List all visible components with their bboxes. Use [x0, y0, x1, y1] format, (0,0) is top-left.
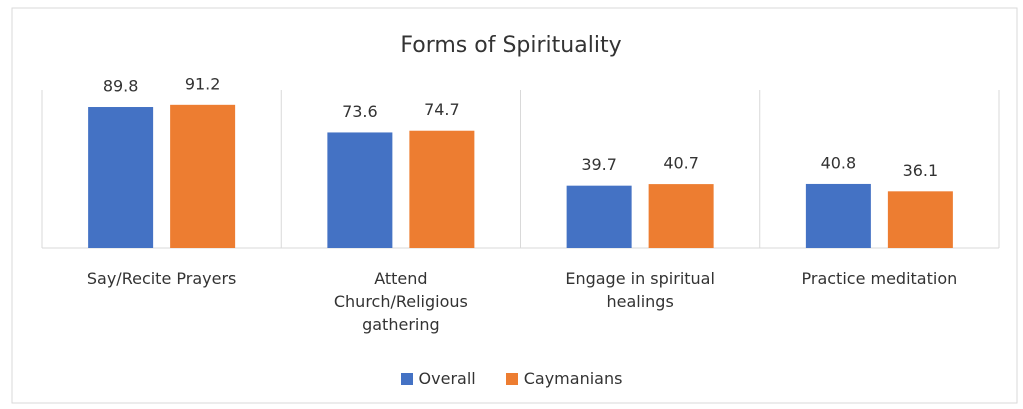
data-label: 74.7: [424, 100, 460, 119]
x-tick-label: Engage in spiritual healings: [565, 269, 715, 311]
data-label: 39.7: [581, 155, 617, 174]
legend-label: Caymanians: [523, 369, 623, 388]
legend-item: Caymanians: [505, 369, 623, 388]
bar: [409, 130, 475, 248]
bar: [887, 191, 953, 248]
x-tick-label: Practice meditation: [801, 269, 958, 288]
data-label: 91.2: [185, 74, 221, 93]
bar: [327, 132, 393, 248]
bar: [648, 184, 714, 248]
x-tick-label: Say/Recite Prayers: [86, 269, 237, 288]
legend-label: Overall: [418, 369, 476, 388]
chart-title: Forms of Spirituality: [400, 33, 621, 58]
bar: [566, 185, 632, 248]
legend-swatch: [505, 372, 518, 385]
data-label: 40.7: [663, 154, 699, 173]
bar: [170, 104, 236, 248]
legend: Overall Caymanians: [0, 369, 1023, 388]
data-label: 36.1: [903, 161, 939, 180]
chart-frame: [11, 7, 1018, 404]
bar: [88, 107, 154, 248]
data-label: 89.8: [103, 77, 139, 96]
bar: [805, 183, 871, 248]
data-label: 40.8: [821, 153, 857, 172]
x-tick-label: Attend Church/Religious gathering: [333, 269, 468, 334]
data-label: 73.6: [342, 102, 378, 121]
legend-swatch: [400, 372, 413, 385]
legend-item: Overall: [400, 369, 476, 388]
